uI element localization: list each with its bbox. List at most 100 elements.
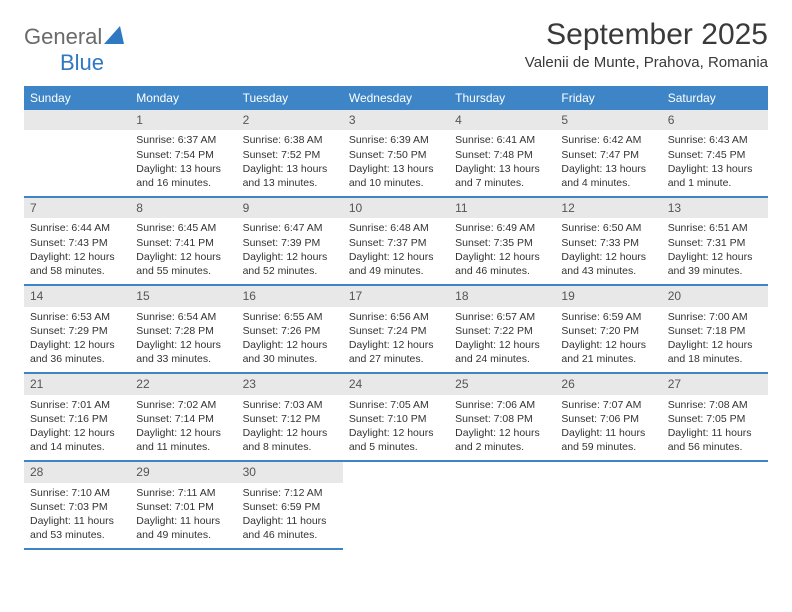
sunset-line: Sunset: 7:28 PM: [136, 324, 230, 338]
day-number: 28: [24, 462, 130, 482]
week-row: 1Sunrise: 6:37 AMSunset: 7:54 PMDaylight…: [24, 110, 768, 198]
week-row: 14Sunrise: 6:53 AMSunset: 7:29 PMDayligh…: [24, 286, 768, 374]
day-cell: 1Sunrise: 6:37 AMSunset: 7:54 PMDaylight…: [130, 110, 236, 196]
day-cell: 20Sunrise: 7:00 AMSunset: 7:18 PMDayligh…: [662, 286, 768, 372]
day-number: 19: [555, 286, 661, 306]
day-cell: 7Sunrise: 6:44 AMSunset: 7:43 PMDaylight…: [24, 198, 130, 284]
daylight-line: Daylight: 12 hours and 46 minutes.: [455, 250, 549, 278]
logo-text: General Blue: [24, 24, 124, 76]
sunrise-line: Sunrise: 6:56 AM: [349, 310, 443, 324]
day-cell: [343, 462, 449, 550]
day-cell: 18Sunrise: 6:57 AMSunset: 7:22 PMDayligh…: [449, 286, 555, 372]
sunrise-line: Sunrise: 6:39 AM: [349, 133, 443, 147]
day-cell: 11Sunrise: 6:49 AMSunset: 7:35 PMDayligh…: [449, 198, 555, 284]
sunset-line: Sunset: 7:03 PM: [30, 500, 124, 514]
daylight-line: Daylight: 11 hours and 49 minutes.: [136, 514, 230, 542]
weekday-sunday: Sunday: [24, 86, 130, 110]
sunrise-line: Sunrise: 6:45 AM: [136, 221, 230, 235]
day-cell: 10Sunrise: 6:48 AMSunset: 7:37 PMDayligh…: [343, 198, 449, 284]
month-title: September 2025: [525, 18, 768, 52]
daylight-line: Daylight: 12 hours and 39 minutes.: [668, 250, 762, 278]
sunset-line: Sunset: 7:14 PM: [136, 412, 230, 426]
sunset-line: Sunset: 7:06 PM: [561, 412, 655, 426]
sunrise-line: Sunrise: 6:50 AM: [561, 221, 655, 235]
weekday-thursday: Thursday: [449, 86, 555, 110]
daylight-line: Daylight: 12 hours and 55 minutes.: [136, 250, 230, 278]
day-cell: 26Sunrise: 7:07 AMSunset: 7:06 PMDayligh…: [555, 374, 661, 460]
day-number: 12: [555, 198, 661, 218]
day-body: Sunrise: 6:53 AMSunset: 7:29 PMDaylight:…: [24, 307, 130, 373]
daylight-line: Daylight: 11 hours and 59 minutes.: [561, 426, 655, 454]
daylight-line: Daylight: 12 hours and 49 minutes.: [349, 250, 443, 278]
day-number: 9: [237, 198, 343, 218]
day-body: Sunrise: 6:39 AMSunset: 7:50 PMDaylight:…: [343, 130, 449, 196]
day-body: Sunrise: 7:01 AMSunset: 7:16 PMDaylight:…: [24, 395, 130, 461]
calendar-grid: Sunday Monday Tuesday Wednesday Thursday…: [24, 86, 768, 550]
sunset-line: Sunset: 7:52 PM: [243, 148, 337, 162]
sunrise-line: Sunrise: 6:53 AM: [30, 310, 124, 324]
weekday-tuesday: Tuesday: [237, 86, 343, 110]
sunrise-line: Sunrise: 6:38 AM: [243, 133, 337, 147]
weekday-saturday: Saturday: [662, 86, 768, 110]
day-cell: 24Sunrise: 7:05 AMSunset: 7:10 PMDayligh…: [343, 374, 449, 460]
day-number: 18: [449, 286, 555, 306]
weekday-header-row: Sunday Monday Tuesday Wednesday Thursday…: [24, 86, 768, 110]
day-number: 13: [662, 198, 768, 218]
sunset-line: Sunset: 7:08 PM: [455, 412, 549, 426]
day-cell: [662, 462, 768, 550]
day-body: Sunrise: 6:50 AMSunset: 7:33 PMDaylight:…: [555, 218, 661, 284]
logo-sail-icon: [104, 26, 124, 49]
day-number: 22: [130, 374, 236, 394]
day-cell: 29Sunrise: 7:11 AMSunset: 7:01 PMDayligh…: [130, 462, 236, 550]
sunset-line: Sunset: 7:33 PM: [561, 236, 655, 250]
day-number: 3: [343, 110, 449, 130]
day-number: 20: [662, 286, 768, 306]
sunrise-line: Sunrise: 6:55 AM: [243, 310, 337, 324]
day-number: 16: [237, 286, 343, 306]
day-cell: 17Sunrise: 6:56 AMSunset: 7:24 PMDayligh…: [343, 286, 449, 372]
sunset-line: Sunset: 6:59 PM: [243, 500, 337, 514]
sunrise-line: Sunrise: 7:07 AM: [561, 398, 655, 412]
day-number: 5: [555, 110, 661, 130]
day-body: Sunrise: 6:38 AMSunset: 7:52 PMDaylight:…: [237, 130, 343, 196]
day-body: Sunrise: 7:10 AMSunset: 7:03 PMDaylight:…: [24, 483, 130, 549]
day-number: 1: [130, 110, 236, 130]
daylight-line: Daylight: 11 hours and 53 minutes.: [30, 514, 124, 542]
day-number: 15: [130, 286, 236, 306]
sunrise-line: Sunrise: 7:12 AM: [243, 486, 337, 500]
sunrise-line: Sunrise: 7:05 AM: [349, 398, 443, 412]
sunset-line: Sunset: 7:41 PM: [136, 236, 230, 250]
day-cell: [449, 462, 555, 550]
sunset-line: Sunset: 7:47 PM: [561, 148, 655, 162]
sunrise-line: Sunrise: 6:51 AM: [668, 221, 762, 235]
day-body: Sunrise: 7:00 AMSunset: 7:18 PMDaylight:…: [662, 307, 768, 373]
week-row: 28Sunrise: 7:10 AMSunset: 7:03 PMDayligh…: [24, 462, 768, 550]
sunrise-line: Sunrise: 7:10 AM: [30, 486, 124, 500]
week-row: 7Sunrise: 6:44 AMSunset: 7:43 PMDaylight…: [24, 198, 768, 286]
day-number: 17: [343, 286, 449, 306]
sunrise-line: Sunrise: 6:48 AM: [349, 221, 443, 235]
day-number: 21: [24, 374, 130, 394]
daylight-line: Daylight: 13 hours and 10 minutes.: [349, 162, 443, 190]
daylight-line: Daylight: 13 hours and 1 minute.: [668, 162, 762, 190]
daylight-line: Daylight: 12 hours and 58 minutes.: [30, 250, 124, 278]
logo: General Blue: [24, 24, 124, 76]
daylight-line: Daylight: 12 hours and 14 minutes.: [30, 426, 124, 454]
sunset-line: Sunset: 7:18 PM: [668, 324, 762, 338]
day-cell: 16Sunrise: 6:55 AMSunset: 7:26 PMDayligh…: [237, 286, 343, 372]
logo-word-general: General: [24, 24, 102, 49]
day-body: Sunrise: 6:48 AMSunset: 7:37 PMDaylight:…: [343, 218, 449, 284]
sunrise-line: Sunrise: 6:41 AM: [455, 133, 549, 147]
header-row: General Blue September 2025 Valenii de M…: [24, 18, 768, 76]
day-body: Sunrise: 6:43 AMSunset: 7:45 PMDaylight:…: [662, 130, 768, 196]
day-number: 29: [130, 462, 236, 482]
sunrise-line: Sunrise: 6:59 AM: [561, 310, 655, 324]
sunrise-line: Sunrise: 6:43 AM: [668, 133, 762, 147]
day-number: 14: [24, 286, 130, 306]
sunset-line: Sunset: 7:05 PM: [668, 412, 762, 426]
day-body: Sunrise: 6:44 AMSunset: 7:43 PMDaylight:…: [24, 218, 130, 284]
day-number: 4: [449, 110, 555, 130]
weekday-monday: Monday: [130, 86, 236, 110]
day-number: 23: [237, 374, 343, 394]
day-number-empty: [24, 110, 130, 130]
